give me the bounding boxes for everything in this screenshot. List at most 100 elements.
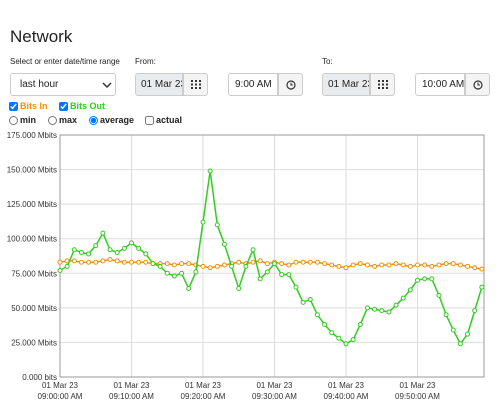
x-tick-label: 09:40:00 AM (324, 392, 369, 401)
data-point (86, 251, 92, 257)
data-point (429, 263, 435, 269)
x-tick-label: 09:20:00 AM (181, 392, 226, 401)
data-point (121, 259, 127, 265)
from-date[interactable]: 01 Mar 23 (135, 73, 183, 96)
data-point (107, 256, 113, 262)
checkbox[interactable] (145, 115, 154, 125)
from-time[interactable]: 9:00 AM (228, 73, 278, 96)
series-toggle[interactable]: Bits In (9, 101, 48, 111)
y-tick-label: 125.000 Mbits (7, 200, 57, 209)
data-point (136, 245, 142, 251)
data-point (329, 262, 335, 268)
data-point (100, 230, 106, 236)
calendar-button[interactable] (183, 73, 208, 96)
data-point (193, 269, 199, 275)
data-point (322, 261, 328, 267)
data-point (329, 330, 335, 336)
data-point (393, 261, 399, 267)
data-point (186, 261, 192, 267)
data-point (457, 341, 463, 347)
data-point (171, 273, 177, 279)
data-point (114, 250, 120, 256)
series-checkbox[interactable] (59, 101, 68, 111)
data-point (272, 261, 278, 267)
data-point (78, 259, 84, 265)
dropdown-arrow (102, 81, 112, 88)
x-tick-label: 09:50:00 AM (395, 392, 440, 401)
data-point (279, 261, 285, 267)
data-point (264, 261, 270, 267)
data-point (415, 277, 421, 283)
data-point (57, 259, 63, 265)
series-toggle[interactable]: Bits Out (59, 101, 105, 111)
radio[interactable] (48, 115, 57, 125)
data-point (114, 258, 120, 264)
data-point (286, 262, 292, 268)
data-point (257, 276, 263, 282)
data-point (372, 263, 378, 269)
y-tick-label: 175.000 Mbits (7, 131, 57, 140)
x-tick-label: 09:00:00 AM (38, 392, 83, 401)
clock-icon (285, 79, 296, 90)
data-point (143, 259, 149, 265)
data-point (422, 262, 428, 268)
data-point (164, 261, 170, 267)
data-point (250, 259, 256, 265)
data-point (350, 337, 356, 343)
data-point (400, 262, 406, 268)
x-tick-label: 01 Mar 23 (399, 381, 436, 390)
data-point (400, 295, 406, 301)
data-point (221, 262, 227, 268)
data-point (386, 309, 392, 315)
to-time[interactable]: 10:00 AM (415, 73, 465, 96)
from-time-value: 9:00 AM (235, 79, 272, 90)
data-point (379, 262, 385, 268)
chart: 0.000 bits 25.000 Mbits 50.000 Mbits 75.000… (7, 131, 485, 401)
data-point (407, 263, 413, 269)
aggregation-option[interactable]: average (89, 115, 134, 125)
to-label: To: (322, 57, 333, 66)
aggregation-option[interactable]: max (48, 115, 77, 125)
data-point (121, 245, 127, 251)
data-point (386, 262, 392, 268)
data-point (436, 262, 442, 268)
y-tick-label: 75.000 Mbits (11, 269, 57, 278)
clock-icon (472, 79, 483, 90)
legend-label: Bits In (20, 101, 48, 111)
range-select[interactable]: last hour (10, 73, 116, 96)
aggregation-option[interactable]: min (9, 115, 36, 125)
data-point (407, 287, 413, 293)
data-point (336, 335, 342, 341)
option-label: average (100, 115, 135, 125)
data-point (179, 270, 185, 276)
radio[interactable] (9, 115, 18, 125)
data-point (300, 299, 306, 305)
series-checkbox[interactable] (9, 101, 18, 111)
data-point (71, 247, 77, 253)
actual-option[interactable]: actual (145, 115, 182, 125)
data-point (314, 312, 320, 318)
data-point (143, 251, 149, 257)
data-point (57, 268, 63, 274)
data-point (264, 269, 270, 275)
calendar-button[interactable] (370, 73, 395, 96)
to-date[interactable]: 01 Mar 23 (322, 73, 370, 96)
data-point (472, 308, 478, 314)
data-point (479, 266, 485, 272)
data-point (307, 297, 313, 303)
range-label: Select or enter date/time range (10, 57, 120, 66)
data-point (350, 262, 356, 268)
data-point (236, 259, 242, 265)
x-tick-label: 09:30:00 AM (252, 392, 297, 401)
from-date-value: 01 Mar 23 (141, 79, 183, 90)
data-point (364, 305, 370, 311)
radio[interactable] (89, 115, 98, 125)
data-point (450, 327, 456, 333)
clock-button[interactable] (278, 73, 303, 96)
x-tick-label: 09:10:00 AM (109, 392, 154, 401)
y-tick-label: 100.000 Mbits (7, 235, 57, 244)
clock-button[interactable] (465, 73, 490, 96)
data-point (314, 259, 320, 265)
option-label: actual (156, 115, 183, 125)
data-point (164, 270, 170, 276)
